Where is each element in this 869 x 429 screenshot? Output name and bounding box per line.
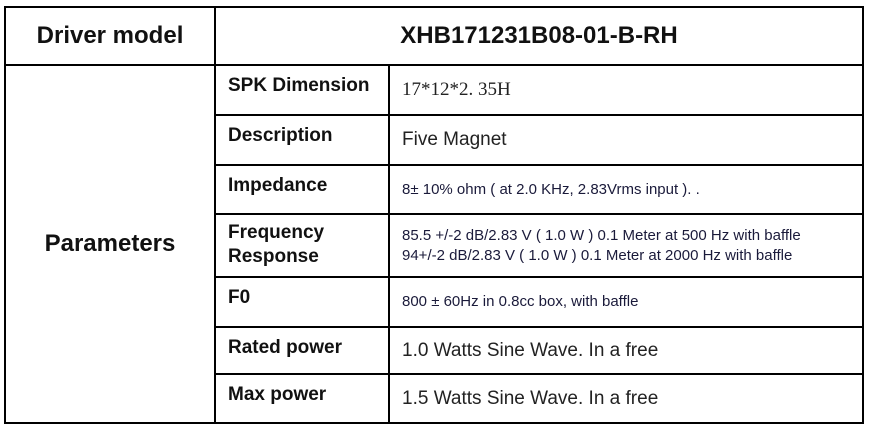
row-value: 800 ± 60Hz in 0.8cc box, with baffle <box>388 276 864 328</box>
table-row: Parameters SPK Dimension 17*12*2. 35H <box>4 64 864 424</box>
table-row: Max power 1.5 Watts Sine Wave. In a free <box>5 373 864 424</box>
table-row: Description Five Magnet <box>5 114 864 166</box>
row-value: 17*12*2. 35H <box>388 64 864 116</box>
parameters-label: Parameters <box>4 64 216 424</box>
row-value: 85.5 +/-2 dB/2.83 V ( 1.0 W ) 0.1 Meter … <box>388 213 864 278</box>
row-value-line: 94+/-2 dB/2.83 V ( 1.0 W ) 0.1 Meter at … <box>402 246 793 264</box>
table-row: F0 800 ± 60Hz in 0.8cc box, with baffle <box>5 276 864 328</box>
row-label: Frequency Response <box>214 213 390 278</box>
row-value: 8± 10% ohm ( at 2.0 KHz, 2.83Vrms input … <box>388 164 864 215</box>
table-row: Rated power 1.0 Watts Sine Wave. In a fr… <box>5 326 864 375</box>
table-row: Frequency Response 85.5 +/-2 dB/2.83 V (… <box>5 213 864 278</box>
row-label: SPK Dimension <box>214 64 390 116</box>
row-value: Five Magnet <box>388 114 864 166</box>
spec-table: Driver model XHB171231B08-01-B-RH Parame… <box>4 6 864 424</box>
header-row: Driver model XHB171231B08-01-B-RH <box>4 6 864 66</box>
row-label: F0 <box>214 276 390 328</box>
row-label: Impedance <box>214 164 390 215</box>
row-label: Max power <box>214 373 390 424</box>
row-label: Description <box>214 114 390 166</box>
row-value: 1.0 Watts Sine Wave. In a free <box>388 326 864 375</box>
row-value: 1.5 Watts Sine Wave. In a free <box>388 373 864 424</box>
driver-model-value: XHB171231B08-01-B-RH <box>214 6 864 66</box>
driver-model-label: Driver model <box>4 6 216 66</box>
table-row: Impedance 8± 10% ohm ( at 2.0 KHz, 2.83V… <box>5 164 864 215</box>
row-value-line: 85.5 +/-2 dB/2.83 V ( 1.0 W ) 0.1 Meter … <box>402 226 801 244</box>
row-label: Rated power <box>214 326 390 375</box>
